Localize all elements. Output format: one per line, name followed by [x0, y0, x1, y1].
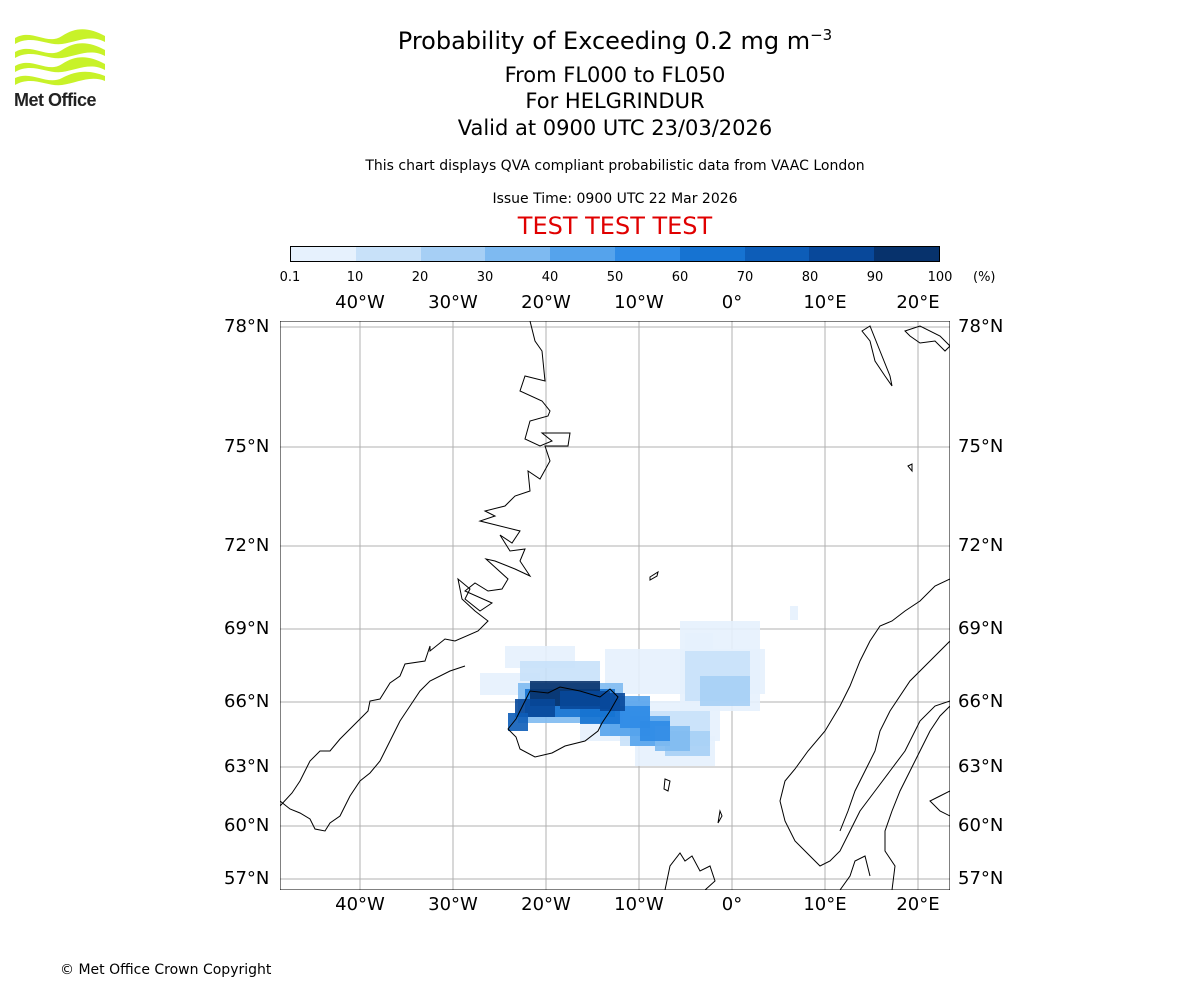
longitude-label: 20°W: [521, 894, 571, 915]
latitude-label: 60°N: [224, 815, 270, 836]
test-banner: TEST TEST TEST: [517, 212, 713, 240]
latitude-label: 72°N: [224, 535, 270, 556]
latitude-label: 66°N: [224, 691, 270, 712]
bothnia-coastline: [884, 705, 950, 890]
longitude-label: 30°W: [428, 894, 478, 915]
colorbar-swatch: [614, 247, 680, 261]
latitude-label: 60°N: [958, 815, 1004, 836]
issue-time: Issue Time: 0900 UTC 22 Mar 2026: [492, 191, 738, 207]
shetland-coastline: [717, 809, 723, 824]
probability-colorbar: [290, 246, 940, 262]
longitude-label: 10°E: [803, 292, 847, 313]
latitude-label: 75°N: [224, 436, 270, 457]
scandinavia-inland-border: [839, 640, 950, 832]
longitude-label: 10°W: [614, 292, 664, 313]
colorbar-tick-label: 0.1: [279, 270, 301, 285]
plume-cell: [515, 699, 555, 717]
sweden-south-coastline: [839, 855, 871, 890]
plume-cell: [700, 676, 750, 706]
met-office-wave-icon: [15, 29, 105, 86]
svalbard-coastline: [861, 325, 950, 387]
finland-coastline: [929, 790, 950, 817]
longitude-label: 20°E: [896, 292, 940, 313]
plume-cell: [560, 691, 610, 709]
latitude-label: 69°N: [224, 618, 270, 639]
latitude-label: 63°N: [958, 756, 1004, 777]
longitude-label: 20°W: [521, 292, 571, 313]
plume-cell: [600, 693, 625, 711]
longitude-label: 0°: [721, 292, 743, 313]
subtitle-valid-time: Valid at 0900 UTC 23/03/2026: [457, 116, 773, 140]
title-text: Probability of Exceeding 0.2 mg m: [397, 27, 811, 55]
colorbar-tick-label: 50: [606, 270, 624, 285]
colorbar-swatch: [550, 247, 615, 261]
latitude-label: 57°N: [958, 868, 1004, 889]
latitude-label: 75°N: [958, 436, 1004, 457]
subtitle-levels: From FL000 to FL050: [504, 63, 726, 87]
longitude-label: 40°W: [335, 894, 385, 915]
latitude-label: 78°N: [224, 316, 270, 337]
colorbar-swatch: [874, 247, 939, 261]
norway-coastline: [779, 578, 950, 867]
longitude-label: 40°W: [335, 292, 385, 313]
colorbar-tick-label: 10: [346, 270, 364, 285]
colorbar-swatch: [744, 247, 810, 261]
faroe-islands-coastline: [663, 778, 671, 792]
latitude-label: 78°N: [958, 316, 1004, 337]
latitude-label: 63°N: [224, 756, 270, 777]
plume-cell: [640, 721, 670, 741]
latitude-label: 72°N: [958, 535, 1004, 556]
copyright-notice: © Met Office Crown Copyright: [60, 962, 272, 978]
disclaimer-text: This chart displays QVA compliant probab…: [365, 158, 865, 174]
longitude-label: 10°E: [803, 894, 847, 915]
latitude-label: 69°N: [958, 618, 1004, 639]
iceland-coastline: [507, 686, 619, 758]
colorbar-swatch: [355, 247, 421, 261]
latitude-label: 66°N: [958, 691, 1004, 712]
met-office-logo: Met Office: [12, 28, 112, 118]
colorbar-swatch: [291, 247, 356, 261]
ash-probability-plume: [480, 606, 798, 766]
colorbar-unit: (%): [973, 270, 996, 285]
colorbar-tick-label: 60: [671, 270, 689, 285]
plume-cell: [790, 606, 798, 620]
plume-cell: [685, 633, 713, 653]
greenland-coastline: [280, 321, 571, 807]
title-exponent: −3: [810, 26, 833, 44]
colorbar-tick-label: 20: [411, 270, 429, 285]
colorbar-tick-label: 100: [927, 270, 953, 285]
map-background: [280, 321, 950, 890]
colorbar-swatch: [679, 247, 745, 261]
colorbar-swatch: [485, 247, 551, 261]
jan-mayen-coastline: [649, 570, 659, 581]
latitude-label: 57°N: [224, 868, 270, 889]
longitude-label: 0°: [721, 894, 743, 915]
colorbar-swatch: [420, 247, 486, 261]
coastlines: [280, 321, 950, 890]
plume-cell: [508, 713, 528, 731]
logo-text: Met Office: [14, 90, 97, 110]
colorbar-tick-label: 30: [476, 270, 494, 285]
longitude-label: 20°E: [896, 894, 940, 915]
bear-island-coastline: [907, 463, 913, 473]
plume-cell: [520, 661, 600, 681]
chart-title: Probability of Exceeding 0.2 mg m−3: [0, 27, 1200, 55]
longitude-label: 30°W: [428, 292, 478, 313]
colorbar-swatch: [809, 247, 875, 261]
longitude-label: 10°W: [614, 894, 664, 915]
subtitle-location: For HELGRINDUR: [525, 89, 705, 113]
colorbar-tick-label: 70: [736, 270, 754, 285]
colorbar-tick-label: 80: [801, 270, 819, 285]
greenland-south-coastline: [280, 665, 466, 832]
ash-probability-map[interactable]: [280, 321, 950, 890]
colorbar-tick-label: 40: [541, 270, 559, 285]
colorbar-tick-label: 90: [866, 270, 884, 285]
scotland-coastline: [664, 852, 716, 890]
